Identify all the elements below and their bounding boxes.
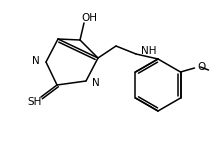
Text: NH: NH [141,46,156,56]
Text: SH: SH [28,97,42,107]
Text: OH: OH [81,13,97,23]
Text: N: N [92,78,100,88]
Text: N: N [32,56,40,66]
Text: O: O [198,62,206,72]
